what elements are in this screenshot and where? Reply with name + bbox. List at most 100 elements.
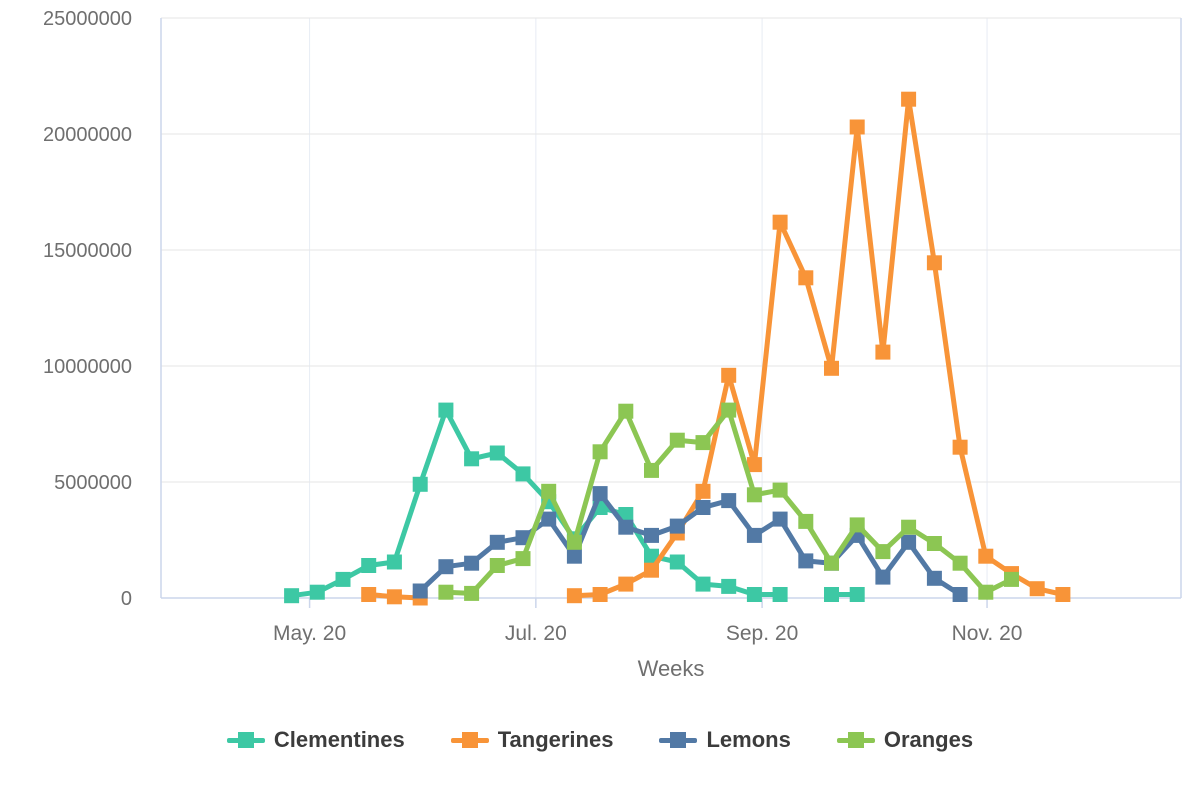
series-line — [571, 96, 1066, 599]
legend-item-tangerines[interactable]: Tangerines — [450, 727, 614, 753]
data-point-marker — [721, 367, 737, 383]
data-point-marker — [438, 584, 454, 600]
data-point-marker — [566, 534, 582, 550]
data-point-marker — [875, 569, 891, 585]
data-point-marker — [644, 562, 659, 578]
data-point-marker — [824, 555, 839, 571]
data-point-marker — [464, 451, 480, 467]
data-point-marker — [772, 587, 788, 602]
y-tick-label: 15000000 — [43, 240, 132, 262]
data-point-marker — [952, 439, 968, 455]
data-point-marker — [772, 482, 788, 498]
x-axis-title: Weeks — [638, 656, 705, 681]
data-point-marker — [644, 527, 659, 543]
data-point-marker — [386, 554, 402, 570]
data-point-marker — [541, 483, 557, 499]
x-tick-label: Nov. 20 — [952, 622, 1023, 645]
y-tick-label: 5000000 — [54, 472, 132, 494]
data-point-marker — [669, 554, 685, 570]
data-point-marker — [746, 527, 762, 543]
data-point-marker — [1029, 581, 1045, 597]
data-point-marker — [721, 493, 737, 509]
data-point-marker — [978, 548, 994, 564]
axes — [160, 18, 1182, 599]
data-point-marker — [592, 486, 608, 502]
data-point-marker — [644, 462, 659, 478]
data-point-marker — [361, 558, 377, 573]
data-point-marker — [1004, 571, 1019, 587]
legend-label: Tangerines — [497, 727, 614, 752]
data-point-marker — [541, 511, 557, 527]
data-point-marker — [464, 555, 480, 571]
legend-item-lemons[interactable]: Lemons — [659, 727, 791, 753]
data-point-marker — [798, 513, 814, 529]
data-point-marker — [592, 444, 608, 460]
data-point-marker — [952, 555, 968, 571]
data-point-marker — [824, 587, 839, 602]
data-point-marker — [901, 534, 917, 550]
y-gridlines — [161, 17, 1181, 483]
y-tick-label: 20000000 — [43, 124, 132, 146]
data-point-marker — [618, 519, 634, 535]
data-point-marker — [489, 534, 505, 550]
data-point-marker — [438, 402, 454, 418]
y-tick-label: 10000000 — [43, 356, 132, 378]
data-point-marker — [849, 517, 865, 533]
series-clementines — [284, 402, 865, 604]
data-point-marker — [721, 402, 737, 418]
data-point-marker — [695, 500, 711, 515]
y-tick-label: 0 — [121, 588, 132, 610]
data-point-marker — [926, 570, 942, 586]
data-point-marker — [849, 119, 865, 135]
legend-marker-icon — [836, 732, 875, 748]
data-point-marker — [412, 583, 428, 599]
legend-item-clementines[interactable]: Clementines — [226, 727, 405, 753]
data-point-marker — [566, 548, 582, 564]
data-point-marker — [901, 519, 917, 535]
y-tick-label: 25000000 — [43, 8, 132, 30]
data-point-marker — [335, 571, 351, 587]
legend-item-oranges[interactable]: Oranges — [836, 727, 974, 753]
y-axis-labels: 0 5000000 10000000 15000000 20000000 25000000 — [43, 8, 132, 610]
data-point-marker — [849, 587, 865, 602]
data-point-marker — [798, 553, 814, 569]
data-point-marker — [644, 548, 659, 564]
series-tangerines — [361, 91, 1071, 606]
data-point-marker — [926, 255, 942, 271]
data-point-marker — [952, 587, 968, 602]
legend-marker-icon — [450, 732, 489, 748]
legend-label: Oranges — [883, 727, 974, 752]
x-gridlines — [309, 18, 988, 598]
data-point-marker — [1055, 587, 1071, 602]
data-point-marker — [746, 587, 762, 602]
series-lemons — [412, 486, 968, 602]
data-point-marker — [695, 435, 711, 451]
data-point-marker — [438, 559, 454, 575]
data-point-marker — [669, 432, 685, 448]
data-point-marker — [618, 403, 634, 419]
data-point-marker — [361, 587, 377, 602]
data-point-marker — [464, 585, 480, 601]
data-point-marker — [386, 589, 402, 605]
x-axis-labels: May. 20 Jul. 20 Sep. 20 Nov. 20 — [273, 598, 1022, 645]
data-point-marker — [515, 551, 531, 567]
data-point-marker — [515, 466, 531, 482]
data-point-marker — [515, 530, 531, 546]
data-point-marker — [926, 536, 942, 551]
data-point-marker — [746, 457, 762, 473]
data-point-marker — [284, 588, 300, 604]
data-point-marker — [566, 588, 582, 604]
data-point-marker — [618, 576, 634, 592]
legend-marker-icon — [659, 732, 698, 748]
series-line — [417, 491, 963, 597]
data-point-marker — [824, 360, 839, 376]
data-point-marker — [875, 544, 891, 560]
data-point-marker — [875, 344, 891, 360]
chart-legend: Clementines Tangerines Lemons Oranges — [0, 716, 1200, 764]
data-point-marker — [412, 476, 428, 492]
data-point-marker — [772, 511, 788, 527]
data-point-marker — [669, 518, 685, 534]
data-point-marker — [798, 270, 814, 286]
data-point-marker — [772, 214, 788, 230]
